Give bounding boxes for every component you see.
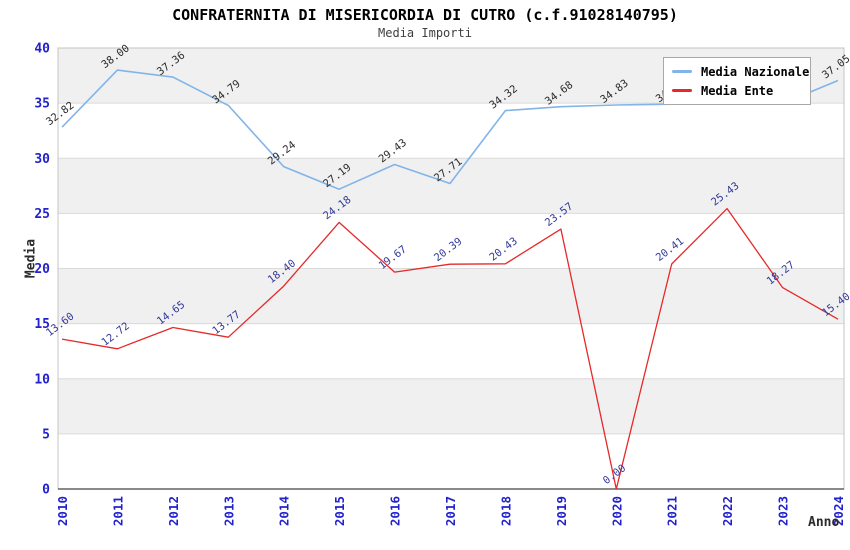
chart-subtitle: Media Importi — [378, 26, 472, 40]
x-tick-label: 2014 — [277, 496, 292, 526]
x-tick-label: 2024 — [831, 496, 846, 526]
plot-band — [58, 103, 844, 159]
plot-band — [58, 268, 844, 324]
x-tick-label: 2019 — [554, 496, 569, 526]
x-tick-label: 2013 — [221, 496, 236, 526]
y-tick-label: 40 — [34, 42, 50, 57]
plot-band — [58, 433, 844, 489]
x-tick-label: 2018 — [498, 496, 513, 526]
x-tick-label: 2010 — [55, 496, 70, 526]
legend-marker-nazionale-icon — [672, 70, 692, 73]
series-line-media-ente — [61, 207, 839, 490]
x-tick-label: 2016 — [388, 496, 403, 526]
y-tick-label: 10 — [34, 372, 50, 387]
x-axis-title: Anno — [808, 515, 840, 530]
x-tick-label: 2020 — [609, 496, 624, 526]
x-tick-label: 2012 — [166, 496, 181, 526]
y-tick-label: 25 — [34, 207, 50, 222]
legend-label-ente: Media Ente — [701, 83, 774, 98]
y-tick-label: 30 — [34, 152, 50, 167]
legend-item-media-ente: Media Ente — [672, 85, 802, 97]
x-tick-label: 2023 — [776, 496, 791, 526]
y-tick-label: 20 — [34, 262, 50, 277]
plot-band — [58, 378, 844, 434]
y-tick-label: 5 — [42, 427, 50, 442]
chart-title: CONFRATERNITA DI MISERICORDIA DI CUTRO (… — [172, 6, 678, 24]
y-tick-label: 35 — [34, 97, 50, 112]
y-tick-label: 0 — [42, 483, 50, 498]
y-axis-title: Media — [23, 238, 39, 279]
legend-item-media-nazionale: Media Nazionale — [672, 66, 809, 78]
plot-band — [58, 323, 844, 379]
x-tick-label: 2021 — [665, 496, 680, 526]
legend: Media Nazionale Media Ente — [663, 57, 811, 105]
legend-label-nazionale: Media Nazionale — [701, 64, 810, 79]
plot-band — [58, 158, 844, 214]
x-tick-label: 2022 — [720, 496, 735, 526]
legend-marker-ente-icon — [672, 89, 692, 92]
x-tick-label: 2017 — [443, 496, 458, 526]
y-tick-label: 15 — [34, 317, 50, 332]
x-tick-label: 2015 — [332, 496, 347, 526]
x-tick-label: 2011 — [110, 496, 125, 526]
